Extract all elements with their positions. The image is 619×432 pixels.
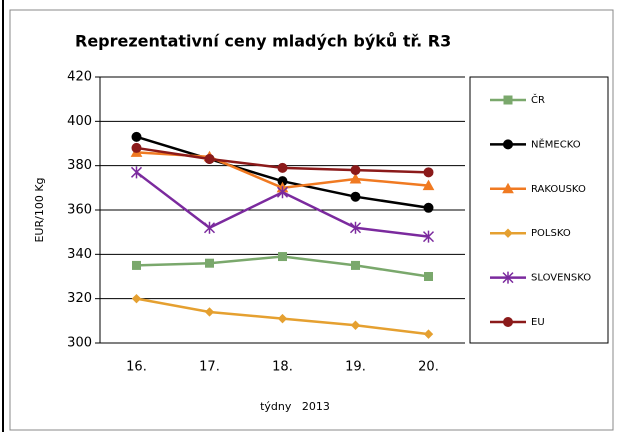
y-tick-label: 380 xyxy=(67,158,92,173)
point xyxy=(276,186,289,199)
legend-label: ČR xyxy=(531,93,545,106)
point xyxy=(205,258,214,268)
point xyxy=(350,165,361,176)
chart-title: Reprezentativní ceny mladých býků tř. R3 xyxy=(75,32,451,51)
chart-frame xyxy=(9,9,614,431)
point xyxy=(350,320,361,330)
legend-marker xyxy=(503,95,513,105)
legend-marker xyxy=(502,182,514,194)
x-tick-label: 19. xyxy=(345,360,366,375)
y-tick-label: 420 xyxy=(67,70,92,85)
point xyxy=(422,179,435,191)
point xyxy=(423,329,434,339)
y-tick-label: 400 xyxy=(67,114,92,129)
point xyxy=(130,166,143,179)
point xyxy=(423,202,434,213)
point xyxy=(278,252,287,262)
y-tick-label: 320 xyxy=(67,291,92,306)
point xyxy=(277,313,288,324)
y-tick-label: 300 xyxy=(67,336,92,351)
x-tick-label: 20. xyxy=(418,360,439,375)
legend-label: RAKOUSKO xyxy=(531,184,586,195)
legend-marker xyxy=(503,228,513,238)
point xyxy=(349,221,362,234)
point xyxy=(422,230,435,243)
legend-marker xyxy=(502,271,514,284)
point xyxy=(350,191,361,202)
point xyxy=(204,154,215,165)
point xyxy=(131,131,142,142)
x-tick-label: 18. xyxy=(272,360,293,375)
x-tick-label: 17. xyxy=(199,360,220,375)
y-tick-label: 340 xyxy=(67,247,92,262)
legend-marker xyxy=(503,139,513,150)
y-axis-label: EUR/100 Kg xyxy=(33,177,46,242)
x-tick-label: 16. xyxy=(126,360,147,375)
legend-label: NĚMECKO xyxy=(531,137,581,150)
y-tick-label: 360 xyxy=(67,203,92,218)
legend-label: POLSKO xyxy=(531,228,571,239)
legend-label: EU xyxy=(531,317,545,328)
legend-marker xyxy=(503,317,513,327)
point xyxy=(424,272,433,281)
legend-label: SLOVENSKO xyxy=(531,273,591,284)
point xyxy=(131,142,142,153)
point xyxy=(203,221,216,234)
point xyxy=(132,260,141,270)
point xyxy=(277,162,288,173)
point xyxy=(131,293,142,304)
point xyxy=(351,260,360,270)
point xyxy=(349,172,362,184)
point xyxy=(423,167,434,178)
x-axis-label: týdny 2013 xyxy=(260,400,330,413)
point xyxy=(204,307,215,317)
legend-box xyxy=(469,76,609,344)
